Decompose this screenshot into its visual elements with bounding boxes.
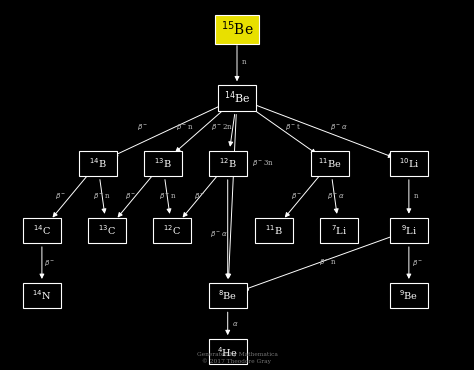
Text: $\beta^-\alpha$: $\beta^-\alpha$	[210, 229, 227, 239]
Text: $^{8}$Be: $^{8}$Be	[218, 289, 237, 303]
Text: $\beta^-$: $\beta^-$	[194, 191, 206, 201]
FancyBboxPatch shape	[23, 283, 61, 308]
FancyBboxPatch shape	[255, 218, 293, 243]
Text: $\beta^-\alpha$: $\beta^-\alpha$	[330, 122, 348, 132]
Text: $\beta^-$n: $\beta^-$n	[319, 257, 337, 267]
Text: Generated by Mathematica
© 2017 Theodore Gray: Generated by Mathematica © 2017 Theodore…	[197, 352, 277, 364]
FancyBboxPatch shape	[320, 218, 358, 243]
FancyBboxPatch shape	[209, 283, 247, 308]
Text: $^{13}$B: $^{13}$B	[154, 157, 172, 170]
Text: $\alpha$: $\alpha$	[232, 320, 239, 327]
Text: $\beta^-$: $\beta^-$	[412, 258, 424, 268]
Text: $^{14}$B: $^{14}$B	[89, 157, 107, 170]
Text: $^{12}$C: $^{12}$C	[163, 223, 181, 237]
Text: $\beta^-$n: $\beta^-$n	[159, 191, 176, 201]
Text: n: n	[414, 192, 419, 200]
Text: $^{14}$N: $^{14}$N	[32, 289, 52, 303]
FancyBboxPatch shape	[215, 14, 259, 44]
FancyBboxPatch shape	[153, 218, 191, 243]
FancyBboxPatch shape	[88, 218, 126, 243]
Text: $\beta^-$: $\beta^-$	[125, 191, 137, 201]
Text: $\beta^-$t: $\beta^-$t	[285, 122, 301, 132]
Text: $\beta^-$: $\beta^-$	[137, 122, 149, 132]
Text: $^{9}$Li: $^{9}$Li	[401, 223, 417, 237]
Text: $\beta^-$: $\beta^-$	[44, 258, 55, 268]
Text: $^{14}$C: $^{14}$C	[33, 223, 51, 237]
Text: $^{11}$B: $^{11}$B	[265, 223, 283, 237]
Text: n: n	[242, 58, 246, 66]
Text: $\beta^-$n: $\beta^-$n	[176, 122, 194, 132]
Text: $^{7}$Li: $^{7}$Li	[331, 223, 347, 237]
Text: $^{12}$B: $^{12}$B	[219, 157, 237, 170]
FancyBboxPatch shape	[144, 151, 182, 176]
Text: $^{14}$Be: $^{14}$Be	[224, 90, 250, 106]
Text: $^{4}$He: $^{4}$He	[218, 345, 238, 359]
Text: $\beta^-\alpha$: $\beta^-\alpha$	[327, 191, 345, 201]
Text: $\beta^-$2n: $\beta^-$2n	[211, 122, 233, 132]
FancyBboxPatch shape	[218, 85, 256, 111]
Text: $^{10}$Li: $^{10}$Li	[399, 157, 419, 170]
FancyBboxPatch shape	[390, 283, 428, 308]
Text: $^{15}$Be: $^{15}$Be	[221, 20, 253, 38]
Text: $\beta^-$: $\beta^-$	[55, 191, 66, 201]
FancyBboxPatch shape	[390, 151, 428, 176]
FancyBboxPatch shape	[79, 151, 117, 176]
FancyBboxPatch shape	[209, 151, 247, 176]
Text: $^{9}$Be: $^{9}$Be	[399, 289, 419, 303]
FancyBboxPatch shape	[209, 339, 247, 364]
Text: $^{13}$C: $^{13}$C	[98, 223, 116, 237]
FancyBboxPatch shape	[390, 218, 428, 243]
FancyBboxPatch shape	[311, 151, 349, 176]
FancyBboxPatch shape	[23, 218, 61, 243]
Text: $\beta^-$3n: $\beta^-$3n	[252, 158, 274, 168]
Text: $\beta^-$n: $\beta^-$n	[92, 191, 110, 201]
Text: $\beta^-$: $\beta^-$	[291, 191, 302, 201]
Text: $^{11}$Be: $^{11}$Be	[318, 157, 342, 170]
